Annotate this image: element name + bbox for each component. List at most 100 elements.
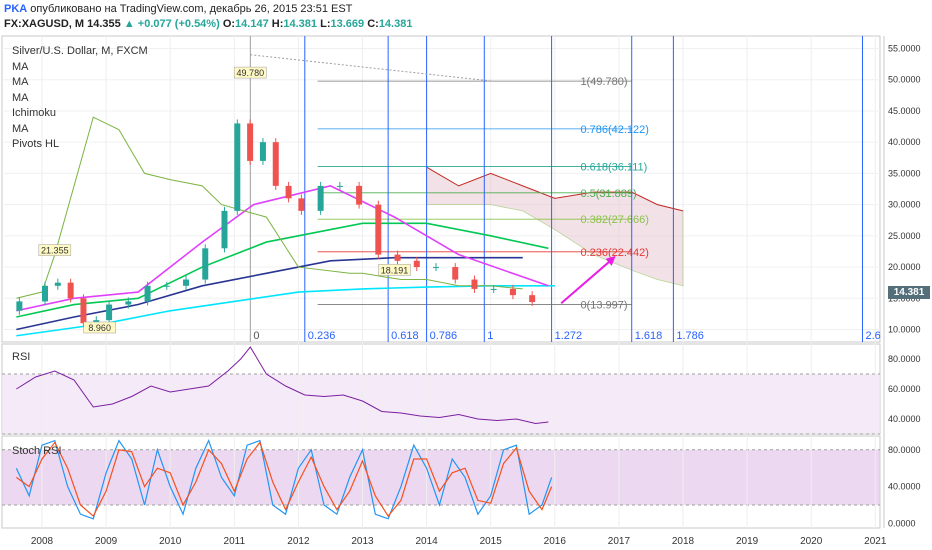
x-tick-2020: 2020	[800, 536, 823, 547]
forecast-arrow-icon	[605, 255, 616, 266]
high-label: H:	[271, 18, 284, 30]
pivot-label-0: 49.780	[237, 68, 265, 78]
candle-body	[375, 204, 382, 255]
legend-ma-4[interactable]: MA	[12, 122, 29, 135]
candle-body	[93, 320, 100, 324]
x-tick-2016: 2016	[544, 536, 567, 547]
legend-ma-2[interactable]: MA	[12, 76, 29, 88]
y-tick-10: 10.0000	[888, 325, 921, 335]
y-tick-30: 30.0000	[888, 200, 921, 210]
y-tick-20: 20.0000	[888, 262, 921, 272]
indicator-legend: Silver/U.S. Dollar, M, FXCM MA MA MA Ich…	[12, 44, 148, 153]
candle-body	[317, 185, 324, 211]
candle-body	[413, 260, 420, 268]
candle-body	[67, 282, 74, 299]
pivot-box-1	[38, 244, 72, 256]
candle-body	[259, 142, 266, 161]
candle-body	[356, 185, 363, 205]
y-tick-45: 45.0000	[888, 106, 921, 116]
legend-ma-3[interactable]: MA	[12, 91, 29, 104]
x-tick-2009: 2009	[95, 536, 118, 547]
stoch-band	[2, 449, 880, 505]
x-tick-2017: 2017	[608, 536, 631, 547]
candle-body	[183, 279, 190, 286]
ichimoku-span-a	[426, 166, 684, 212]
publish-line: PKA опубликовано на TradingView.com, дек…	[4, 3, 352, 15]
fib-time-label-5: 1.272	[555, 330, 583, 342]
x-tick-2021: 2021	[864, 536, 887, 547]
candle-body	[452, 267, 459, 280]
stoch-k-line	[15, 439, 553, 520]
fib-label-6: 0(13.997)	[580, 300, 627, 312]
fib-label-0: 1(49.780)	[580, 76, 627, 88]
x-tick-2012: 2012	[287, 536, 310, 547]
candle-body	[433, 267, 440, 269]
fib-time-label-4: 1	[487, 330, 493, 342]
fib-time-label-3: 0.786	[430, 330, 458, 342]
ma-100	[16, 256, 523, 331]
rsi-tick-80: 80.0000	[888, 354, 921, 364]
author-link[interactable]: PKA	[4, 3, 28, 15]
pivot-box-2	[83, 321, 116, 334]
legend-ma-1[interactable]: MA	[12, 60, 29, 73]
candle-body	[106, 304, 113, 321]
fib-time-label-0: 0	[253, 330, 259, 342]
trend-line	[250, 54, 491, 82]
high-value: 14.381	[283, 18, 318, 30]
stoch-tick-0: 0.0000	[888, 518, 916, 528]
candle-body	[42, 285, 48, 302]
close-label: C:	[367, 18, 379, 30]
change-value: +0.077 (+0.54%)	[137, 18, 220, 30]
y-tick-55: 55.0000	[888, 43, 921, 53]
x-tick-2010: 2010	[159, 536, 182, 547]
candle-body	[144, 285, 151, 302]
fib-label-3: 0.5(31.889)	[580, 188, 636, 200]
fib-time-label-7: 1.786	[676, 330, 704, 342]
y-tick-25: 25.0000	[888, 231, 921, 241]
candle-body	[247, 123, 254, 161]
fib-time-label-2: 0.618	[391, 330, 419, 342]
chart-header: PKA опубликовано на TradingView.com, дек…	[0, 0, 932, 34]
low-label: L:	[320, 18, 331, 30]
ma-20	[16, 185, 549, 312]
up-triangle-icon: ▲	[123, 18, 135, 30]
legend-pivots[interactable]: Pivots HL	[12, 138, 60, 150]
candle-body	[125, 301, 132, 305]
x-tick-2014: 2014	[415, 536, 438, 547]
candle-body	[336, 185, 343, 187]
rsi-title: RSI	[12, 351, 31, 363]
ohlc-line: FX:XAGUSD, M 14.355 ▲ +0.077 (+0.54%) O:…	[4, 18, 412, 30]
open-label: O:	[222, 18, 236, 30]
pivot-label-1: 21.355	[41, 246, 69, 256]
candle-body	[221, 210, 228, 249]
pivot-label-2: 8.960	[88, 323, 111, 333]
ma-50	[16, 222, 549, 318]
x-tick-2008: 2008	[31, 536, 54, 547]
rsi-line	[16, 346, 549, 425]
close-value: 14.381	[378, 18, 413, 30]
forecast-arrow-line	[560, 258, 614, 305]
legend-symbol[interactable]: Silver/U.S. Dollar, M, FXCM	[12, 45, 148, 57]
y-tick-40: 40.0000	[888, 137, 921, 147]
fib-time-label-8: 2.6	[865, 330, 880, 342]
fib-time-label-1: 0.236	[308, 330, 336, 342]
x-tick-2011: 2011	[224, 536, 246, 547]
x-tick-2013: 2013	[351, 536, 374, 547]
rsi-tick-60: 60.0000	[888, 384, 921, 394]
price-badge: 14.381	[888, 286, 930, 299]
candle-body	[163, 285, 170, 287]
ichimoku-chikou	[16, 116, 523, 299]
stoch-tick-80: 80.0000	[888, 445, 921, 455]
legend-ichimoku[interactable]: Ichimoku	[12, 107, 57, 119]
candle-body	[234, 123, 241, 211]
candle-body	[272, 142, 279, 186]
x-tick-2018: 2018	[672, 536, 695, 547]
candle-body	[202, 248, 209, 280]
pivot-box-3	[378, 264, 411, 276]
candle-body	[471, 279, 478, 289]
x-tick-2015: 2015	[480, 536, 503, 547]
fib-label-1: 0.786(42.122)	[580, 124, 649, 136]
rsi-tick-40: 40.0000	[888, 414, 921, 424]
y-tick-35: 35.0000	[888, 168, 921, 178]
